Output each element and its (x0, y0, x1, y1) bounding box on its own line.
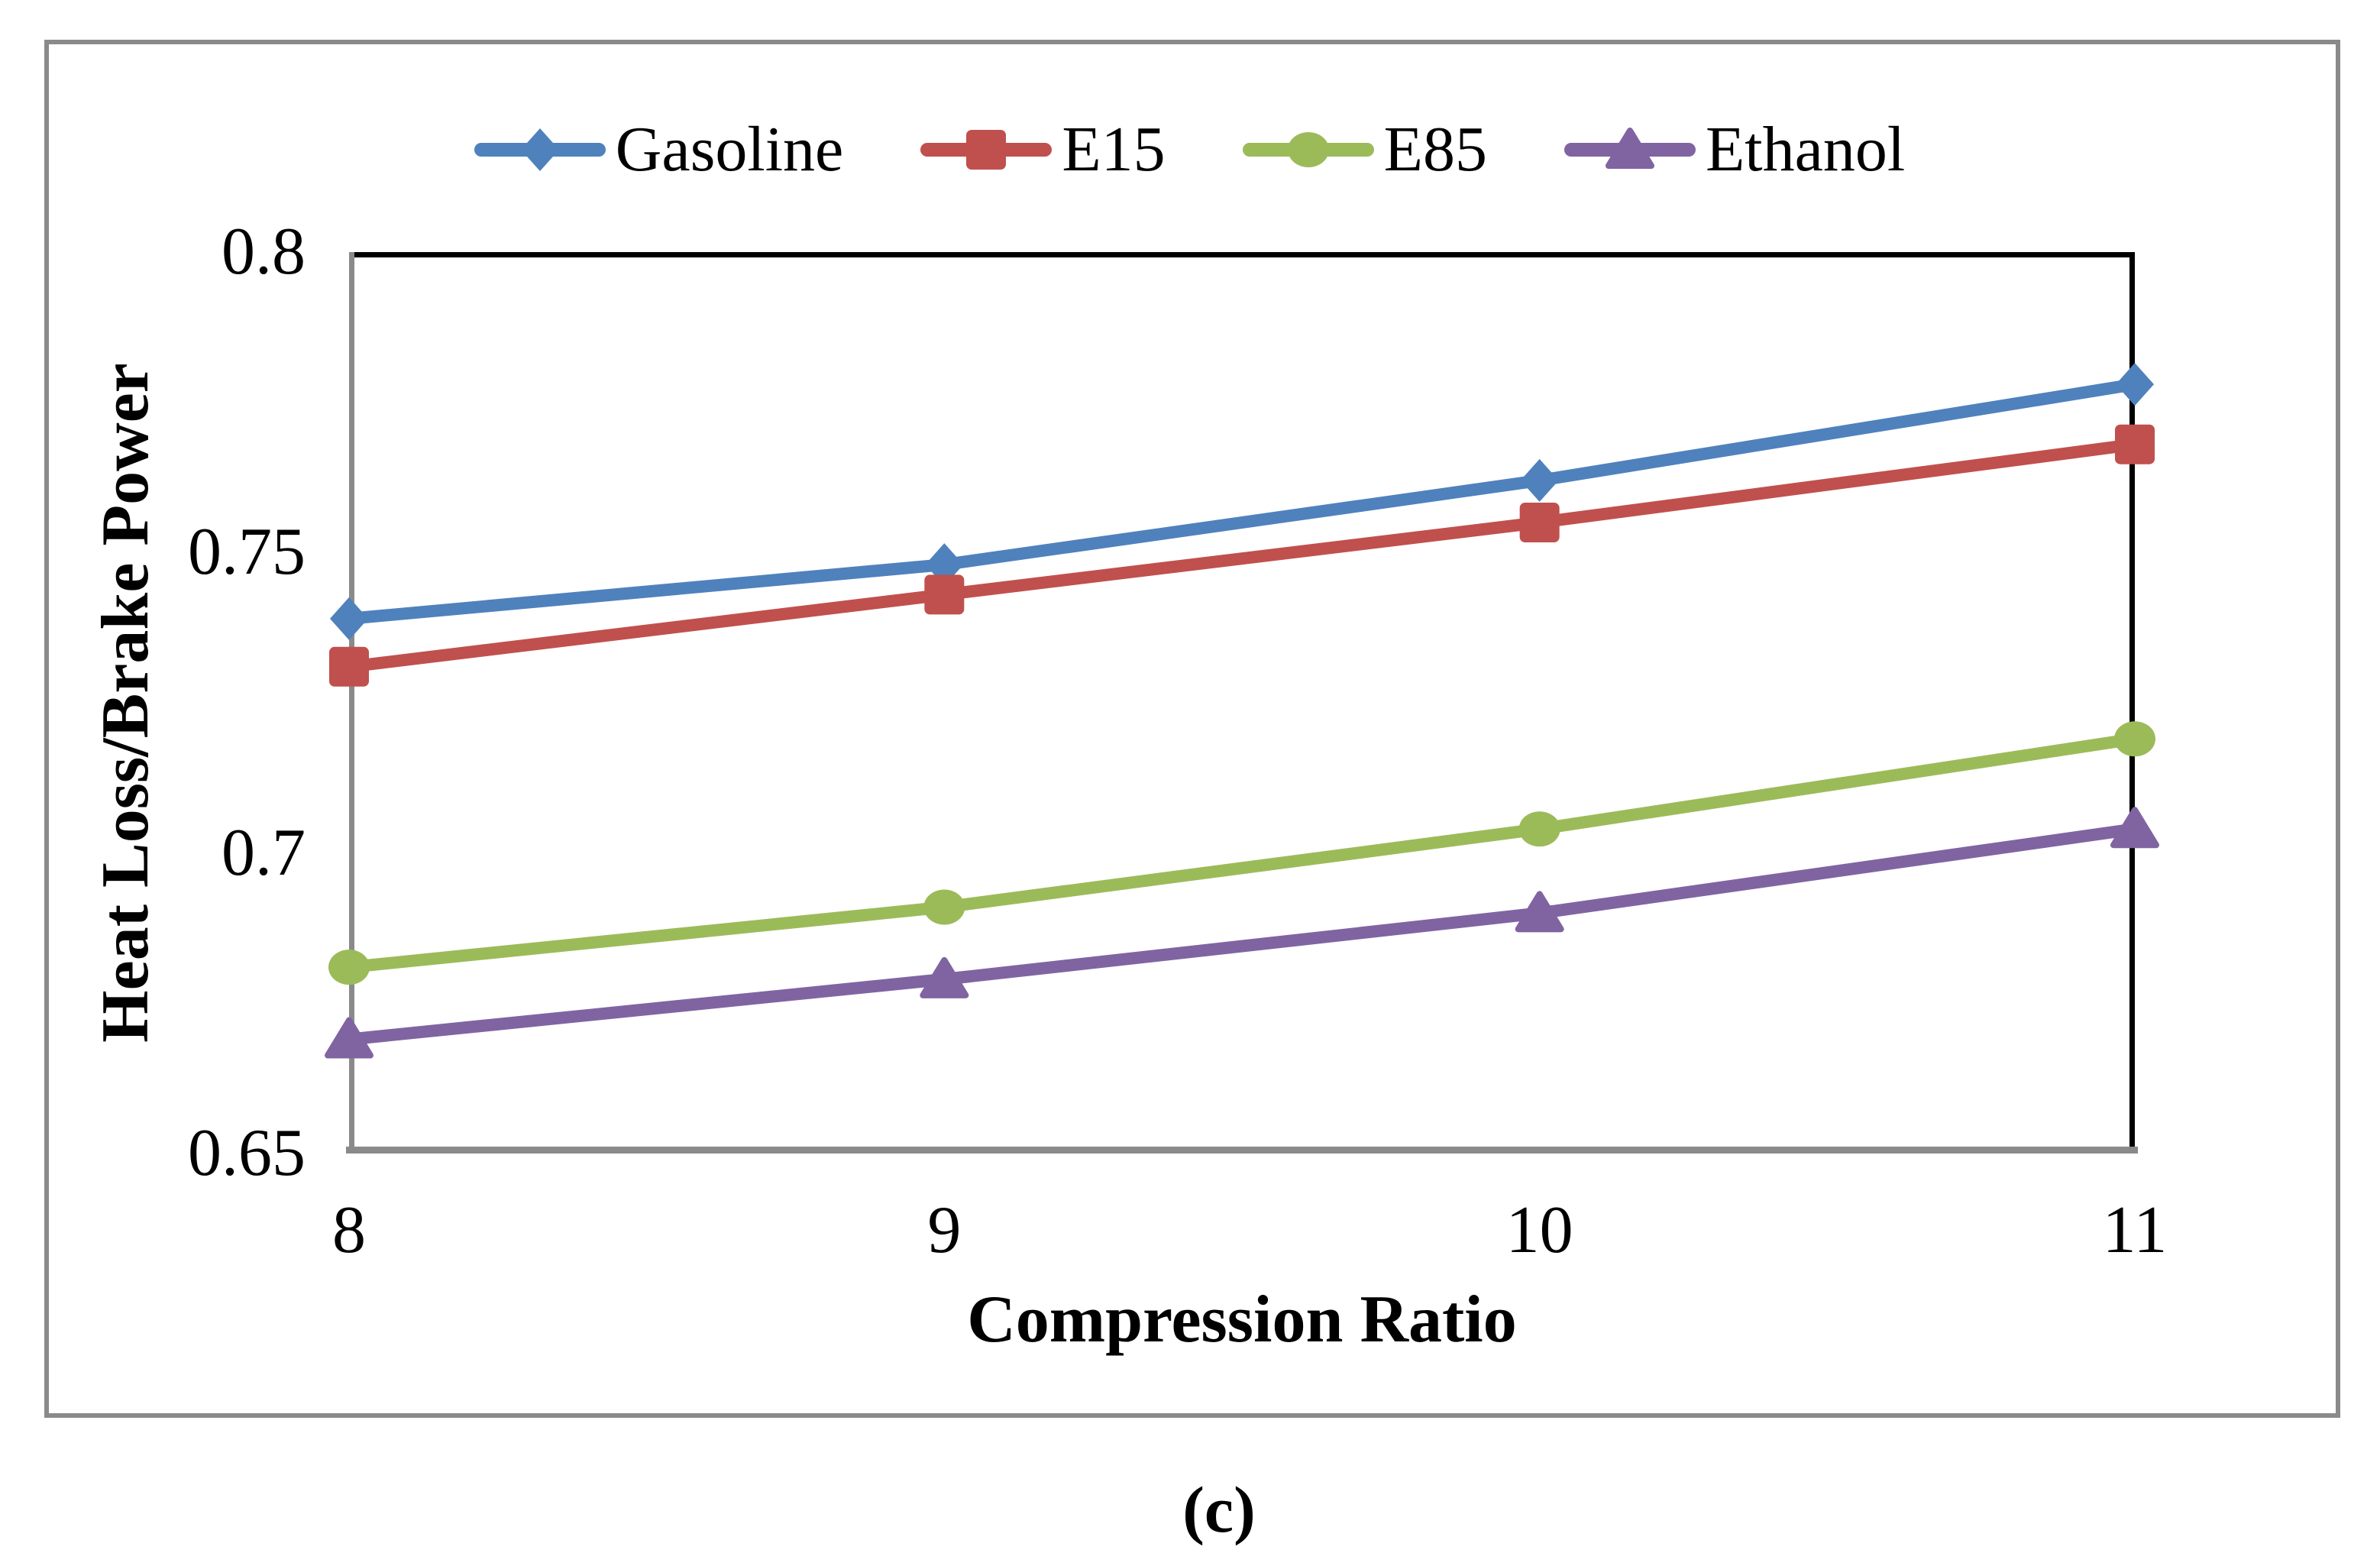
series-marker-e15-10 (1519, 503, 1560, 542)
legend-marker-diamond-icon (520, 128, 559, 171)
x-axis-title: Compression Ratio (967, 1283, 1517, 1357)
y-tick-label-0.65: 0.65 (188, 1116, 306, 1190)
x-tick-label-11: 11 (2102, 1193, 2168, 1267)
legend-swatch-e85 (1242, 132, 1374, 167)
legend-marker-circle-icon (1287, 132, 1329, 167)
series-marker-e15-9 (924, 574, 965, 615)
series-marker-ethanol-9 (920, 956, 969, 998)
series-line-e15 (343, 438, 2141, 673)
series-marker-e85-10 (1518, 811, 1560, 847)
plot-svg (325, 252, 2159, 1153)
x-tick-label-8: 8 (332, 1193, 366, 1267)
x-tick-label-9: 9 (927, 1193, 962, 1267)
series-marker-e85-11 (2114, 721, 2155, 757)
legend-swatch-e15 (920, 130, 1053, 170)
series-marker-gasoline-11 (2116, 363, 2154, 406)
series-line-ethanol (343, 823, 2141, 1046)
legend-label-gasoline: Gasoline (615, 114, 844, 185)
series-line-gasoline (343, 378, 2141, 625)
figure-caption: (c) (1182, 1473, 1256, 1546)
legend-item-gasoline: Gasoline (474, 107, 844, 193)
legend-label-e15: E15 (1062, 114, 1166, 185)
y-tick-label-0.7: 0.7 (222, 815, 306, 890)
legend-swatch-ethanol (1563, 128, 1696, 169)
series-marker-ethanol-10 (1515, 891, 1564, 933)
series-marker-e85-8 (328, 950, 370, 985)
series-marker-gasoline-8 (330, 597, 368, 640)
series-marker-e85-9 (923, 889, 965, 925)
chart-outer-box (44, 40, 2340, 1418)
y-tick-label-0.75: 0.75 (188, 515, 306, 590)
legend-swatch-gasoline (474, 128, 606, 171)
series-marker-e15-8 (329, 646, 369, 687)
series-marker-ethanol-8 (325, 1017, 373, 1059)
series-marker-gasoline-10 (1520, 458, 1559, 502)
legend-marker-square-icon (966, 130, 1007, 170)
legend-label-e85: E85 (1383, 114, 1487, 185)
legend-marker-triangle-icon (1605, 128, 1654, 169)
legend-item-ethanol: Ethanol (1563, 107, 1905, 193)
series-line-e85 (343, 733, 2141, 974)
legend: Gasoline E15 E85 Ethanol (45, 107, 2333, 193)
legend-item-e85: E85 (1242, 107, 1487, 193)
legend-label-ethanol: Ethanol (1705, 114, 1906, 185)
series-marker-ethanol-11 (2110, 807, 2159, 849)
series-marker-e15-11 (2115, 424, 2155, 464)
legend-item-e15: E15 (920, 107, 1166, 193)
y-axis-title: Heat Loss/Brake Power (89, 363, 163, 1043)
y-tick-label-0.8: 0.8 (222, 215, 306, 289)
x-tick-label-10: 10 (1505, 1193, 1573, 1267)
